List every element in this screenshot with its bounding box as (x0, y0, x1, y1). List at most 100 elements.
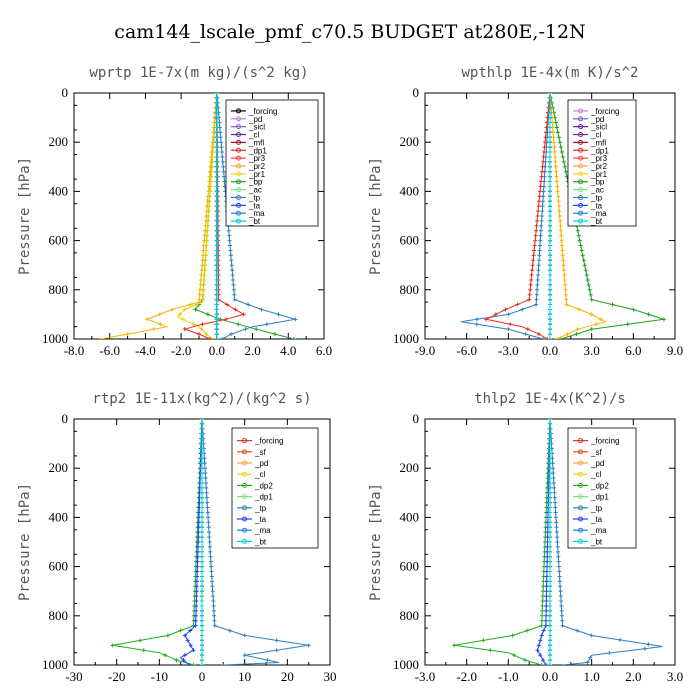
legend-marker (242, 471, 247, 477)
series-point-dp1 (542, 150, 547, 155)
series-point-bp (205, 312, 210, 317)
series-point-bt (214, 184, 219, 189)
series-point-bt (548, 451, 552, 456)
x-tick-label: -3.0 (498, 343, 519, 358)
series-point-bt (548, 461, 552, 466)
series-point-yellow (209, 337, 214, 339)
legend-label: _pd (248, 115, 262, 124)
series-point-tp (229, 258, 234, 263)
series-point-bt (548, 544, 552, 549)
series-point-tp (538, 233, 543, 238)
series-point-orange (98, 337, 103, 339)
series-point-bt (548, 204, 552, 209)
series-point-tp (541, 189, 546, 194)
series-point-tp (553, 515, 558, 520)
series-point-bt (200, 633, 204, 638)
series-point-yellow (210, 150, 215, 155)
series-point-bp (661, 317, 666, 322)
series-point-orange (560, 243, 565, 248)
series-point-bt (214, 218, 219, 223)
series-point-bt (214, 95, 219, 100)
legend-marker (236, 124, 241, 130)
series-point-bp (577, 238, 582, 243)
series-point-dp2 (110, 643, 115, 648)
series-point-bp (557, 140, 562, 145)
y-tick-label: 600 (400, 559, 420, 574)
legend-marker (578, 139, 583, 145)
series-point-ta (196, 530, 201, 535)
series-point-tp (205, 505, 210, 510)
series-point-yellow (208, 179, 213, 184)
series-point-tp (506, 312, 511, 317)
series-point-tp (537, 258, 542, 263)
legend-marker (578, 218, 583, 224)
legend-marker (578, 202, 583, 208)
series-point-ta (188, 643, 193, 648)
series-point-ta (196, 544, 201, 549)
series-point-ta (182, 653, 187, 658)
series-point-bt (214, 248, 219, 253)
series-point-tp (553, 505, 558, 510)
series-point-dp2 (481, 638, 486, 643)
series-point-yellow (180, 317, 185, 322)
series-point-bt (548, 214, 552, 218)
x-tick-label: 6.0 (316, 343, 332, 358)
series-point-bt (548, 302, 552, 307)
series-point-dp1 (534, 228, 539, 233)
series-point-tp (220, 337, 225, 339)
series-point-tp (246, 302, 251, 307)
series-point-yellow (208, 184, 213, 189)
series-point-bt (548, 100, 552, 105)
series-point-tp (556, 559, 561, 564)
series-point-dp1 (543, 135, 548, 140)
series-point-bt (214, 110, 219, 115)
series-point-bt (200, 505, 204, 510)
series-point-tp (560, 618, 565, 623)
series-point-ta (196, 540, 201, 544)
series-point-bt (200, 643, 204, 648)
series-point-bt (548, 663, 552, 665)
series-point-orange (551, 140, 556, 145)
series-point-bt (200, 451, 204, 456)
series-point-yellow (206, 214, 211, 218)
y-tick-label: 800 (49, 608, 69, 623)
series-group (110, 419, 311, 665)
series-point-bt (548, 589, 552, 594)
series-point-tp (207, 540, 212, 544)
series-point-dp1 (543, 140, 548, 145)
series-point-bt (200, 579, 204, 584)
series-point-bt (200, 540, 204, 544)
series-point-tp (220, 154, 225, 159)
series-point-dp1 (538, 184, 543, 189)
series-point-dp2 (511, 653, 516, 658)
series-point-orange (565, 332, 570, 337)
series-point-bt (200, 658, 204, 663)
series-point-bt (214, 238, 219, 243)
series-point-dp1 (527, 297, 532, 302)
series-point-bt (548, 263, 552, 268)
series-point-bt (548, 322, 552, 327)
series-point-bt (548, 238, 552, 243)
legend-label: _dp2 (254, 481, 273, 490)
y-tick-label: 1000 (42, 657, 68, 672)
series-point-bt (214, 164, 219, 169)
series-point-bt (214, 282, 219, 287)
series-point-bt (214, 322, 219, 327)
series-point-bp (272, 332, 277, 337)
legend-label: _mfl (248, 138, 264, 147)
series-point-dp1 (527, 292, 532, 297)
series-point-bt (214, 317, 219, 322)
series-point-tp (557, 569, 562, 574)
series-point-orange (564, 297, 569, 302)
series-point-bt (548, 579, 552, 584)
legend-marker (578, 471, 583, 477)
series-point-bt (548, 535, 552, 540)
series-point-yellow (209, 164, 214, 169)
y-tick-label: 600 (49, 233, 69, 248)
series-point-bt (200, 419, 204, 421)
series-point-dp2 (165, 633, 170, 638)
series-point-ta (544, 599, 549, 604)
series-point-ta (194, 603, 199, 608)
legend-label: _tp (254, 504, 267, 513)
legend-marker (578, 116, 583, 122)
